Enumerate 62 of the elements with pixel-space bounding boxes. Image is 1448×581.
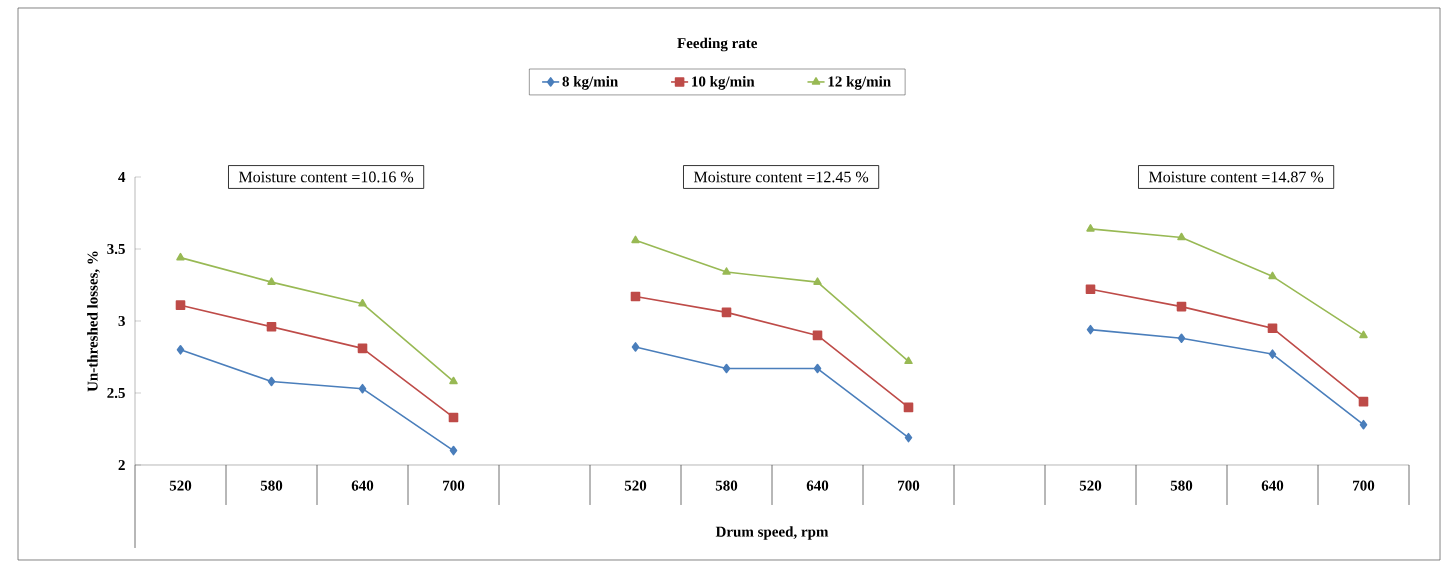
legend-label: 8 kg/min — [562, 76, 618, 90]
point — [722, 267, 731, 275]
x-tick-label: 520 — [624, 480, 647, 491]
y-tick-label: 4 — [118, 172, 126, 182]
x-tick-label: 700 — [443, 480, 465, 491]
point — [904, 356, 913, 365]
point — [267, 277, 276, 285]
y-tick-label: 2 — [118, 460, 125, 470]
point — [1177, 232, 1186, 241]
point — [1086, 224, 1095, 232]
point — [1268, 271, 1277, 280]
point — [1267, 323, 1278, 333]
point — [266, 321, 277, 332]
y-tick-label: 2.5 — [107, 387, 125, 399]
y-axis-title: Un-threshed losses, % — [87, 251, 100, 392]
point — [1268, 349, 1277, 359]
point — [1358, 396, 1369, 407]
point — [630, 291, 641, 302]
x-axis-title: Drum speed, rpm — [715, 526, 829, 540]
point — [357, 343, 368, 354]
x-tick-label: 700 — [898, 480, 920, 491]
point — [358, 298, 367, 307]
point — [903, 402, 914, 413]
point — [813, 363, 822, 374]
y-tick-label: 3.5 — [107, 243, 125, 255]
legend-label: 12 kg/min — [828, 76, 891, 90]
point — [721, 307, 732, 318]
point — [813, 277, 822, 285]
point — [175, 300, 186, 310]
x-tick-label: 520 — [169, 480, 192, 491]
legend-label: 10 kg/min — [692, 76, 755, 90]
point — [176, 345, 185, 355]
point — [176, 252, 185, 261]
x-tick-label: 580 — [1170, 480, 1193, 491]
point — [448, 412, 459, 423]
x-tick-label: 580 — [260, 480, 283, 491]
point — [904, 432, 913, 443]
y-tick-label: 3 — [118, 315, 125, 327]
point — [631, 235, 640, 244]
point — [722, 363, 731, 374]
annotation: Moisture content =14.87 % — [1148, 171, 1324, 183]
x-tick-label: 580 — [715, 480, 738, 491]
x-tick-label: 640 — [806, 480, 829, 491]
point — [358, 383, 367, 394]
point — [1085, 284, 1096, 295]
point — [1177, 333, 1186, 344]
point — [631, 342, 640, 352]
x-tick-label: 700 — [1353, 480, 1375, 491]
x-tick-label: 640 — [351, 480, 374, 491]
legend-title: Feeding rate — [677, 37, 758, 52]
annotation: Moisture content =10.16 % — [238, 171, 414, 183]
point — [449, 445, 458, 456]
point — [449, 376, 458, 385]
x-tick-label: 520 — [1079, 480, 1102, 491]
point — [1359, 330, 1368, 339]
point — [1359, 419, 1368, 430]
x-tick-label: 640 — [1261, 480, 1284, 491]
point — [1086, 324, 1095, 335]
point — [812, 330, 823, 341]
annotation: Moisture content =12.45 % — [693, 171, 869, 183]
point — [267, 376, 276, 387]
point — [1176, 301, 1187, 312]
